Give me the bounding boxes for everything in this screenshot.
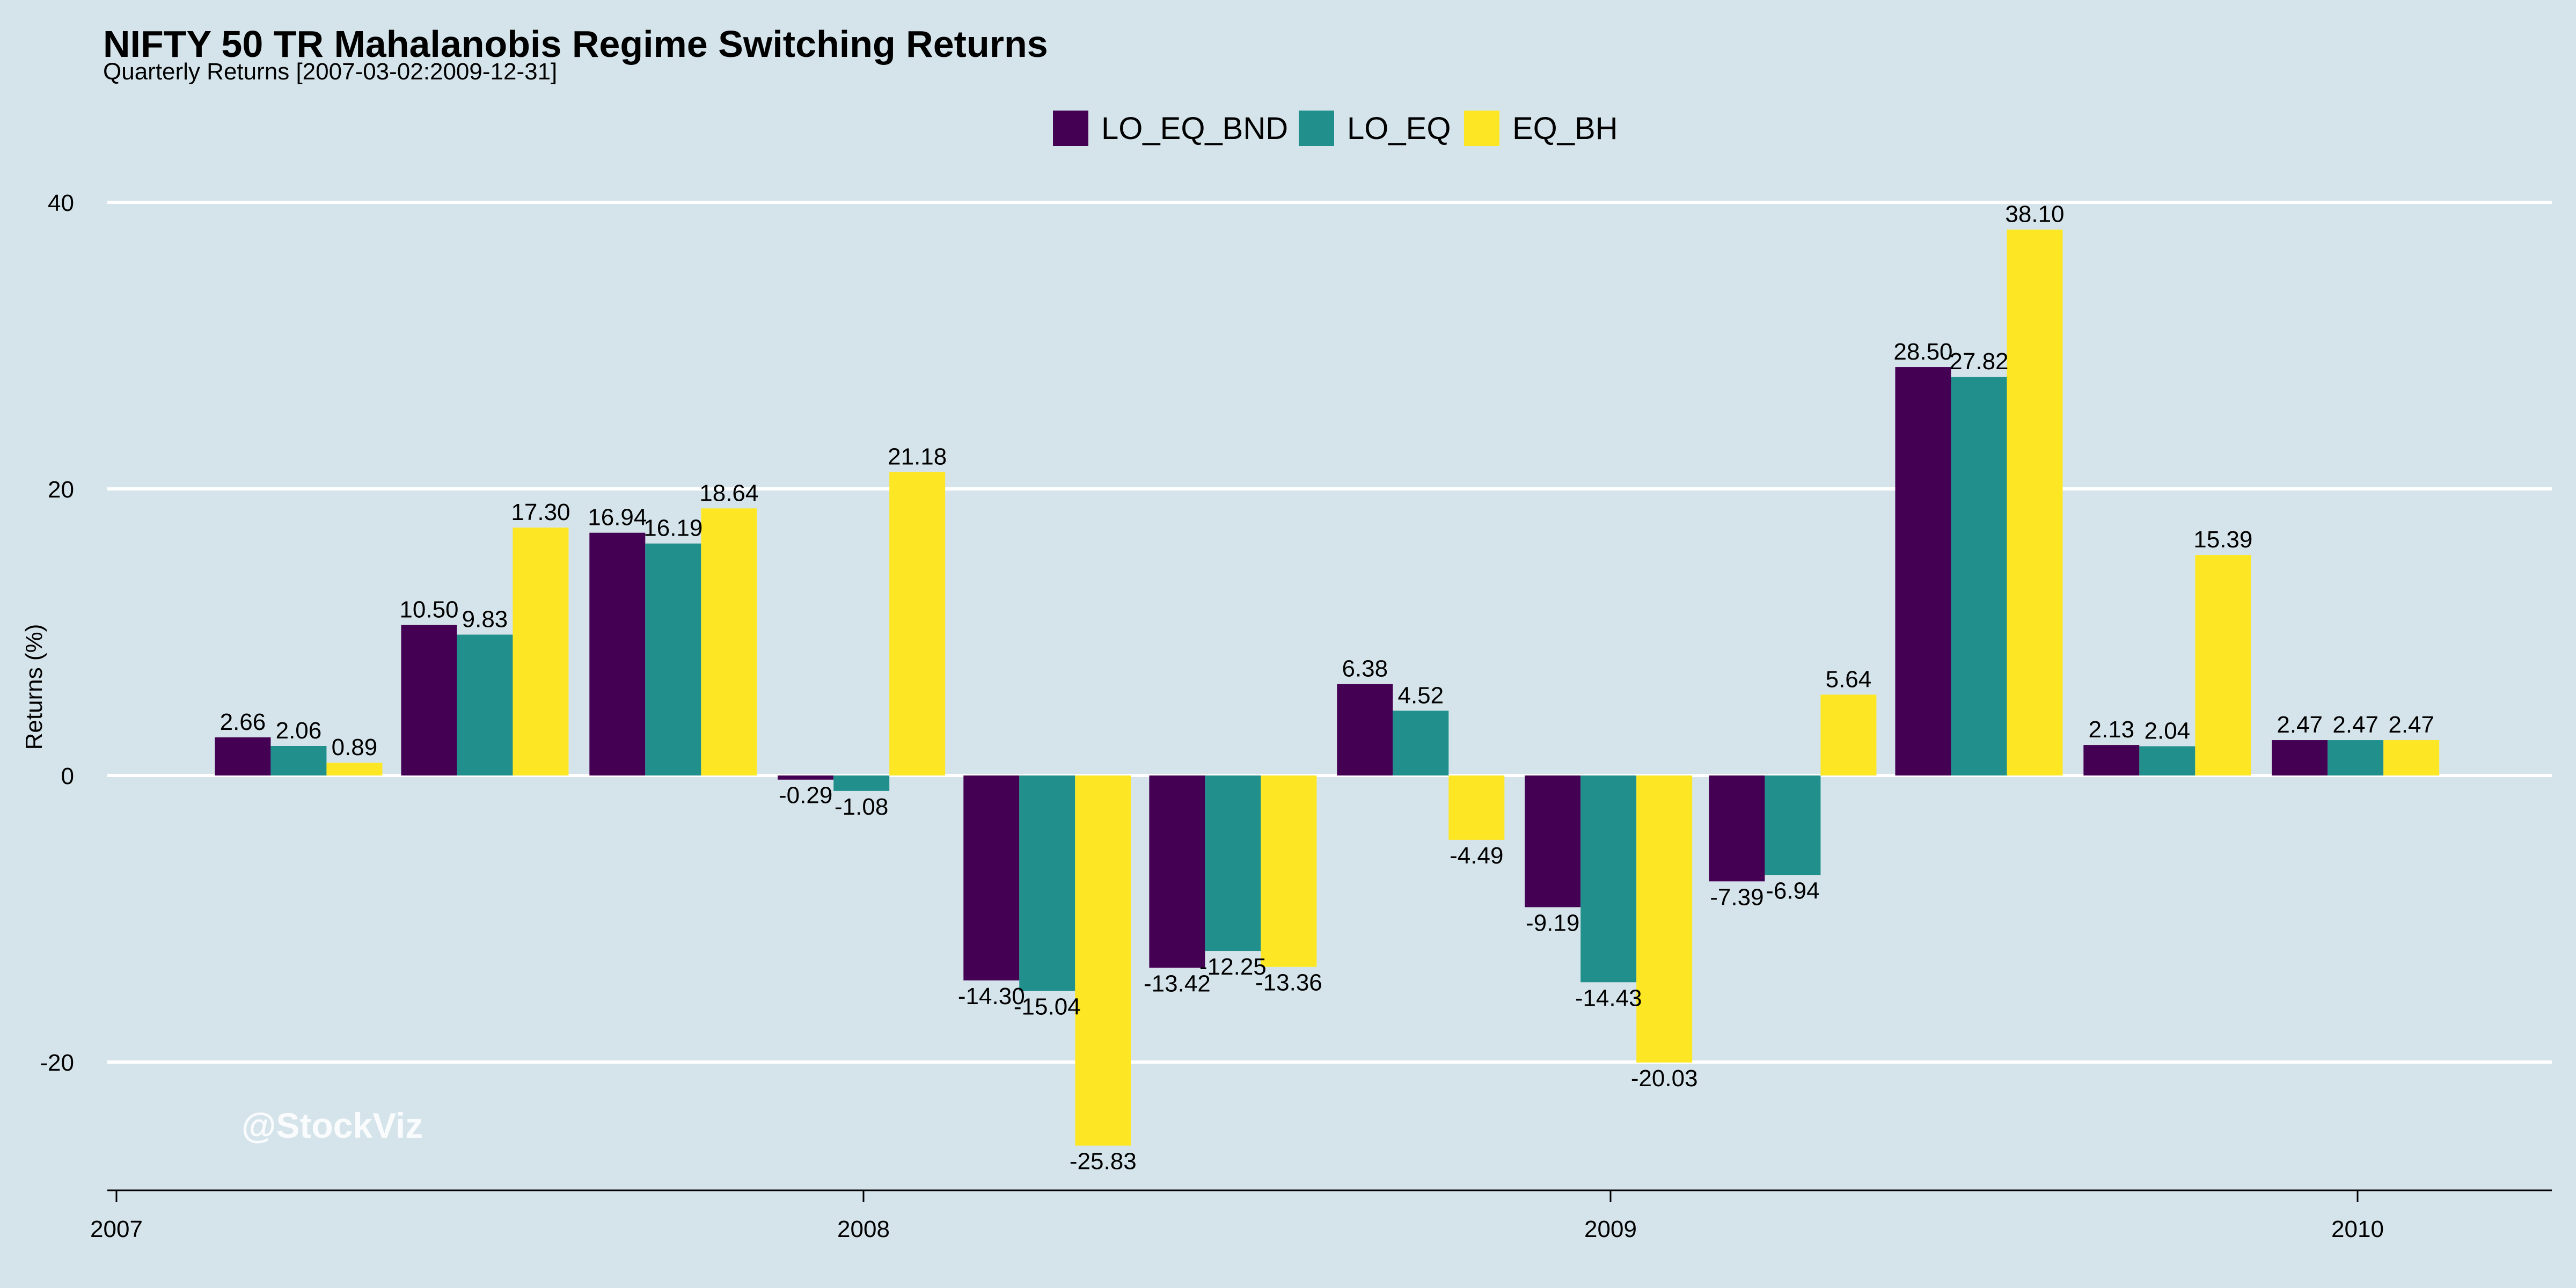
bar-lo-eq: [1765, 775, 1821, 875]
data-label: 2.66: [220, 709, 266, 735]
x-tick-label: 2007: [90, 1216, 143, 1242]
bar-eq-bh: [701, 508, 757, 775]
data-label: 0.89: [332, 734, 378, 760]
data-label: 16.19: [643, 515, 702, 541]
data-label: -15.04: [1014, 994, 1081, 1020]
data-label: -12.25: [1199, 954, 1267, 980]
data-label: 2.04: [2145, 718, 2191, 744]
legend-label-lo-eq: LO_EQ: [1347, 111, 1451, 146]
bar-lo-eq: [645, 543, 701, 775]
bar-eq-bh: [2383, 740, 2440, 775]
data-label: 9.83: [462, 606, 508, 633]
data-label: -0.29: [779, 782, 832, 809]
bar-lo-eq-bnd: [2083, 745, 2140, 775]
bar-lo-eq-bnd: [778, 775, 834, 780]
bar-lo-eq: [1580, 775, 1637, 983]
data-label: -1.08: [835, 794, 888, 820]
bar-eq-bh: [1075, 775, 1131, 1146]
legend-label-eq-bh: EQ_BH: [1512, 111, 1618, 146]
bar-eq-bh: [1820, 694, 1877, 775]
data-label: 6.38: [1342, 656, 1388, 682]
data-label: 2.06: [276, 718, 322, 744]
data-label: 5.64: [1826, 666, 1872, 692]
x-tick-label: 2009: [1584, 1216, 1637, 1242]
bar-lo-eq-bnd: [963, 775, 1020, 980]
legend: LO_EQ_BND LO_EQ EQ_BH: [1053, 111, 1618, 146]
data-label: -4.49: [1450, 843, 1503, 869]
bar-lo-eq: [270, 745, 327, 775]
bar-eq-bh: [513, 528, 569, 775]
bar-lo-eq-bnd: [1525, 775, 1581, 908]
bar-eq-bh: [889, 472, 946, 775]
bar-lo-eq: [1951, 377, 2007, 775]
bar-lo-eq: [457, 634, 513, 775]
bar-lo-eq-bnd: [1337, 684, 1393, 775]
legend-swatch-lo-eq-bnd: [1053, 111, 1088, 146]
data-label: -13.42: [1144, 970, 1211, 997]
y-tick-label: 40: [48, 190, 74, 216]
bar-eq-bh: [1261, 775, 1317, 967]
bar-lo-eq-bnd: [215, 737, 271, 775]
data-label: -14.30: [958, 983, 1025, 1009]
y-tick-label: 0: [61, 763, 74, 789]
bar-lo-eq: [833, 775, 890, 791]
bar-lo-eq-bnd: [401, 625, 457, 775]
data-label: 10.50: [399, 597, 458, 623]
legend-swatch-lo-eq: [1299, 111, 1334, 146]
data-label: 21.18: [888, 443, 947, 470]
data-label: -9.19: [1526, 910, 1579, 936]
y-axis-label: Returns (%): [21, 624, 47, 750]
data-label: -20.03: [1631, 1065, 1698, 1092]
data-label: 2.47: [2277, 712, 2323, 738]
x-tick-label: 2010: [2331, 1216, 2384, 1242]
chart-subtitle: Quarterly Returns [2007-03-02:2009-12-31…: [103, 58, 557, 85]
bar-lo-eq-bnd: [1709, 775, 1765, 882]
bar-eq-bh: [2007, 229, 2063, 776]
bar-lo-eq: [1019, 775, 1075, 991]
y-tick-label: -20: [40, 1050, 74, 1076]
data-label: 38.10: [2005, 201, 2064, 228]
data-label: -6.94: [1766, 877, 1819, 904]
data-label: 27.82: [1949, 348, 2008, 375]
data-label: 2.47: [2332, 712, 2379, 738]
bar-eq-bh: [1636, 775, 1693, 1063]
axis-layer: 40 20 0 -20 2007 2008 2009 2010: [40, 190, 2552, 1242]
bar-eq-bh: [1448, 775, 1505, 840]
legend-swatch-eq-bh: [1464, 111, 1499, 146]
data-label: 4.52: [1397, 682, 1444, 708]
bar-lo-eq: [2328, 740, 2384, 775]
data-label: 16.94: [588, 504, 647, 531]
bar-lo-eq: [2139, 746, 2196, 775]
watermark: @StockViz: [241, 1106, 423, 1145]
bar-eq-bh: [2195, 555, 2251, 775]
bar-lo-eq: [1205, 775, 1261, 952]
data-label: -13.36: [1255, 970, 1322, 996]
x-tick-label: 2008: [837, 1216, 890, 1242]
data-label: 2.13: [2089, 716, 2135, 743]
data-label: 2.47: [2388, 712, 2434, 738]
data-label: -25.83: [1070, 1148, 1137, 1175]
data-label: 15.39: [2193, 526, 2252, 553]
bar-lo-eq-bnd: [1895, 367, 1951, 775]
chart-title: NIFTY 50 TR Mahalanobis Regime Switching…: [103, 23, 1048, 65]
bar-layer: [215, 229, 2440, 1146]
legend-label-lo-eq-bnd: LO_EQ_BND: [1101, 111, 1288, 146]
bar-lo-eq: [1393, 711, 1449, 775]
y-tick-label: 20: [48, 477, 74, 503]
data-label: 28.50: [1893, 339, 1952, 365]
data-label: -7.39: [1710, 884, 1763, 910]
bar-eq-bh: [326, 763, 383, 775]
data-label: 17.30: [511, 499, 570, 525]
bar-lo-eq-bnd: [2272, 740, 2328, 775]
data-label: -14.43: [1575, 985, 1642, 1011]
bar-lo-eq-bnd: [1149, 775, 1205, 968]
data-label: 18.64: [699, 480, 758, 506]
bar-lo-eq-bnd: [589, 532, 646, 775]
